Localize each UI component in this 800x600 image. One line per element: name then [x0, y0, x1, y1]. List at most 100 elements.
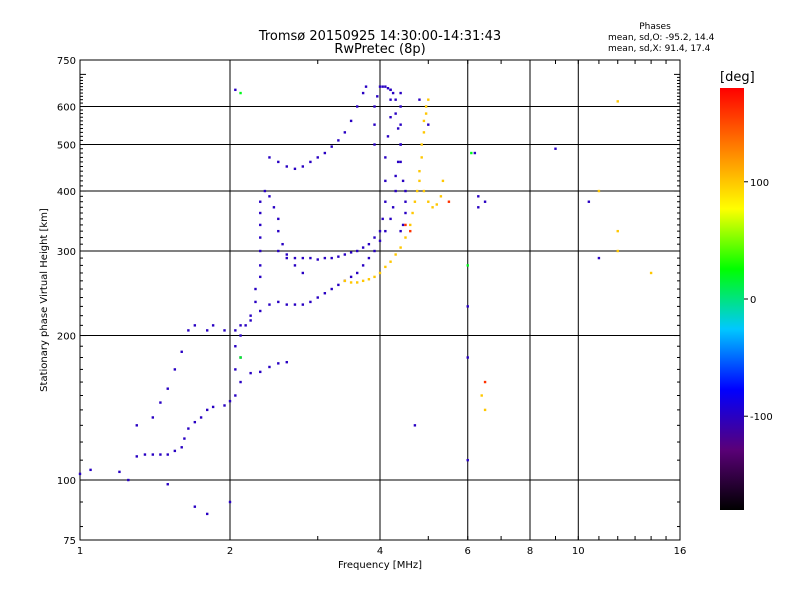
data-point	[228, 399, 232, 403]
data-point	[159, 401, 162, 404]
data-point	[89, 468, 92, 472]
data-point	[239, 380, 242, 384]
data-point	[384, 85, 387, 88]
data-point	[422, 189, 426, 193]
data-point	[409, 223, 412, 227]
data-point	[211, 324, 215, 327]
data-point	[378, 85, 382, 88]
data-point	[386, 135, 390, 138]
data-point	[309, 300, 312, 304]
colorbar-tick-label: 0	[750, 295, 756, 306]
data-point	[415, 189, 419, 193]
data-point	[394, 98, 397, 101]
data-point	[234, 368, 237, 371]
data-point	[173, 449, 177, 453]
data-point	[330, 287, 333, 291]
data-point	[427, 98, 430, 101]
data-point	[373, 105, 376, 108]
data-point	[399, 229, 402, 233]
data-point	[373, 275, 376, 279]
data-point	[205, 512, 209, 516]
data-point	[249, 319, 252, 322]
data-point	[396, 127, 400, 130]
data-point	[330, 145, 333, 148]
data-point	[384, 156, 387, 159]
phase-legend: Phases mean, sd,O: -95.2, 14.4 mean, sd,…	[580, 22, 730, 55]
data-point	[441, 179, 445, 183]
data-point	[277, 160, 280, 164]
data-point	[301, 271, 305, 275]
data-point	[239, 91, 242, 95]
data-point	[239, 356, 242, 359]
data-point	[127, 478, 130, 482]
data-point	[330, 256, 333, 260]
data-point	[616, 100, 619, 103]
data-point	[409, 229, 412, 233]
data-point	[364, 85, 368, 88]
data-point	[259, 236, 262, 239]
data-point	[389, 116, 392, 119]
x-tick-label: 16	[674, 546, 687, 557]
data-point	[384, 200, 387, 203]
data-point	[205, 408, 209, 412]
data-point	[483, 200, 487, 203]
data-point	[259, 370, 262, 374]
y-tick-label: 600	[57, 103, 76, 114]
data-point	[378, 239, 382, 243]
data-point	[343, 131, 347, 134]
data-point	[404, 236, 407, 239]
data-point	[249, 371, 252, 375]
data-point	[361, 91, 365, 95]
data-point	[277, 362, 280, 365]
x-axis-label: Frequency [MHz]	[338, 560, 422, 571]
data-point	[597, 256, 601, 260]
data-point	[355, 249, 359, 253]
data-point	[418, 179, 421, 183]
data-point	[616, 249, 619, 253]
data-point	[268, 195, 271, 198]
data-point	[355, 271, 359, 275]
y-tick-label: 500	[57, 141, 76, 152]
data-point	[418, 98, 421, 101]
data-point	[301, 303, 305, 306]
y-tick-label: 75	[63, 536, 76, 547]
data-point	[470, 151, 473, 155]
data-point	[166, 453, 169, 456]
data-point	[205, 329, 209, 332]
data-point	[411, 211, 414, 215]
data-point	[477, 195, 480, 198]
colorbar-tick-label: 100	[750, 178, 769, 189]
data-point	[277, 300, 280, 304]
data-point	[323, 292, 327, 295]
data-point	[193, 420, 197, 424]
data-point	[234, 394, 237, 397]
data-point	[234, 329, 237, 332]
data-point	[384, 265, 387, 269]
data-point	[418, 169, 421, 173]
data-point	[259, 223, 262, 227]
data-point	[386, 87, 390, 90]
y-tick-label: 400	[57, 187, 76, 198]
data-point	[187, 329, 190, 332]
data-point	[378, 271, 382, 275]
data-point	[173, 368, 177, 371]
data-point	[337, 255, 340, 258]
data-point	[187, 427, 190, 430]
data-point	[316, 296, 319, 299]
data-point	[404, 223, 407, 227]
data-point	[431, 206, 434, 209]
data-point	[166, 483, 169, 486]
data-point	[277, 229, 280, 233]
data-point	[268, 303, 271, 306]
data-point	[447, 200, 451, 203]
data-point	[259, 211, 262, 215]
data-point	[361, 279, 365, 283]
data-point	[259, 264, 262, 267]
data-point	[268, 156, 271, 159]
data-point	[293, 256, 297, 260]
data-point	[399, 143, 402, 146]
data-point	[228, 500, 232, 504]
data-point	[211, 405, 215, 409]
data-point	[183, 437, 186, 440]
data-point	[554, 147, 557, 150]
